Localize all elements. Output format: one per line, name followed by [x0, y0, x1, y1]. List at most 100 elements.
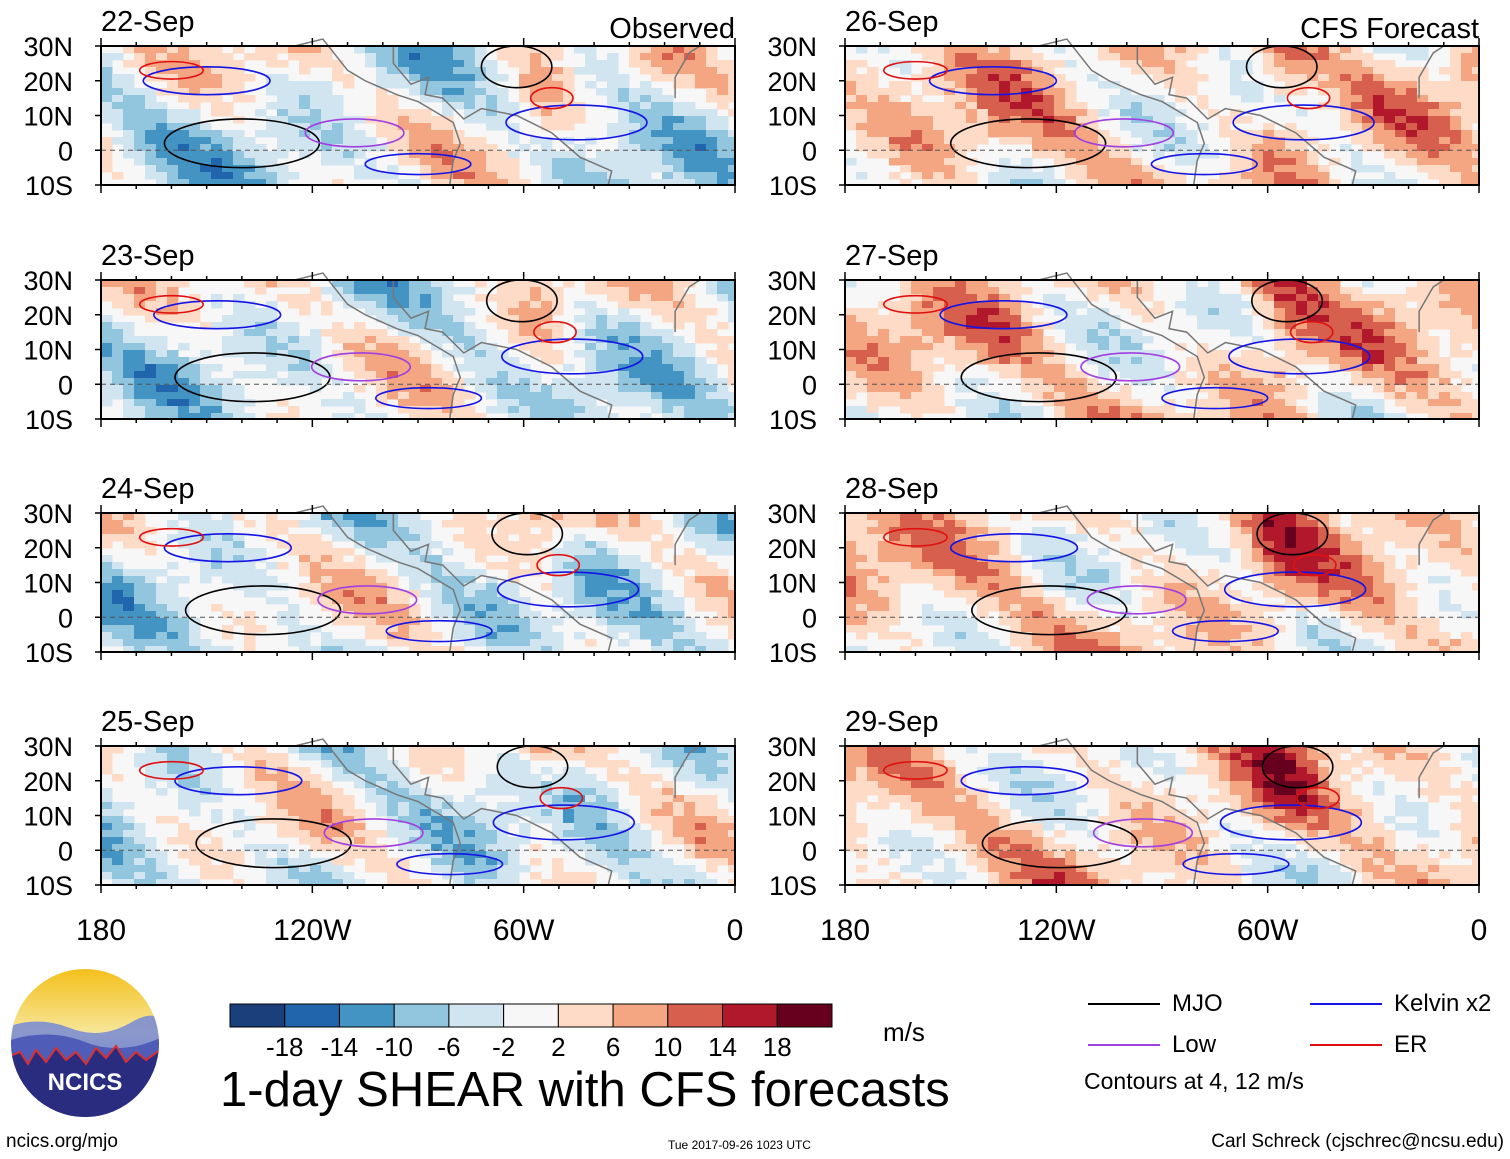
shear-cell [244, 611, 256, 619]
shear-cell [376, 343, 388, 351]
shear-cell [629, 343, 641, 351]
shear-cell [145, 364, 157, 372]
shear-cell [156, 294, 168, 302]
shear-cell [266, 809, 278, 817]
shear-cell [1406, 137, 1418, 145]
shear-cell [343, 597, 355, 605]
shear-cell [222, 576, 234, 584]
shear-cell [464, 541, 476, 549]
shear-cell [607, 130, 619, 138]
shear-cell [431, 123, 443, 131]
shear-cell [101, 527, 113, 535]
shear-cell [420, 399, 432, 407]
shear-cell [955, 308, 967, 316]
shear-cell [167, 406, 179, 414]
shear-cell [167, 534, 179, 542]
shear-cell [1109, 137, 1121, 145]
shear-cell [431, 308, 443, 316]
shear-cell [244, 781, 256, 789]
shear-cell [145, 46, 157, 54]
shear-cell [508, 123, 520, 131]
shear-cell [1274, 74, 1286, 82]
shear-cell [233, 618, 245, 626]
coastline [392, 280, 613, 420]
shear-cell [464, 406, 476, 414]
shear-cell [145, 879, 157, 885]
shear-cell [189, 123, 201, 131]
shear-cell [1230, 172, 1242, 180]
shear-cell [134, 872, 146, 880]
shear-cell [1021, 336, 1033, 344]
shear-cell [189, 399, 201, 407]
shear-cell [1340, 67, 1352, 75]
shear-cell [167, 399, 179, 407]
shear-cell [596, 179, 608, 185]
shear-cell [1285, 123, 1297, 131]
shear-cell [277, 74, 289, 82]
shear-cell [695, 364, 707, 372]
shear-cell [123, 872, 135, 880]
shear-cell [552, 116, 564, 124]
shear-cell [387, 781, 399, 789]
shear-cell [233, 88, 245, 96]
kelvin-contour [396, 852, 504, 876]
shear-cell [475, 625, 487, 633]
shear-cell [1307, 172, 1319, 180]
shear-cell [156, 158, 168, 166]
shear-cell [178, 604, 190, 612]
shear-cell [244, 569, 256, 577]
shear-cell [475, 569, 487, 577]
shear-cell [321, 116, 333, 124]
shear-cell [508, 329, 520, 337]
shear-cell [299, 858, 311, 866]
shear-cell [1329, 322, 1341, 330]
shear-cell [1461, 88, 1473, 96]
shear-cell [607, 746, 619, 754]
shear-cell [1362, 102, 1374, 110]
shear-cell [178, 179, 190, 185]
shear-cell [530, 788, 542, 796]
shear-cell [1285, 53, 1297, 61]
shear-cell [475, 413, 487, 419]
shear-cell [354, 364, 366, 372]
shear-cell [211, 809, 223, 817]
shear-cell [222, 851, 234, 859]
shear-cell [211, 562, 223, 570]
shear-cell [101, 816, 113, 824]
shear-cell [255, 753, 267, 761]
shear-cell [101, 67, 113, 75]
shear-cell [585, 830, 597, 838]
shear-cell [233, 301, 245, 309]
shear-cell [695, 74, 707, 82]
shear-cell [288, 625, 300, 633]
shear-cell [299, 879, 311, 885]
shear-cell [332, 67, 344, 75]
lat-tick-label: 0 [58, 370, 73, 400]
shear-cell [629, 392, 641, 400]
shear-cell [977, 329, 989, 337]
shear-cell [343, 548, 355, 556]
shear-cell [332, 534, 344, 542]
shear-cell [299, 632, 311, 640]
shear-cell [200, 53, 212, 61]
shear-cell [911, 172, 923, 180]
shear-cell [222, 81, 234, 89]
shear-cell [431, 597, 443, 605]
shear-cell [332, 555, 344, 563]
shear-cell [1032, 137, 1044, 145]
shear-cell [640, 179, 652, 185]
shear-cell [1208, 294, 1220, 302]
shear-cell [706, 746, 718, 754]
shear-cell [178, 46, 190, 54]
shear-cell [343, 520, 355, 528]
shear-cell [398, 767, 410, 775]
shear-cell [486, 583, 498, 591]
shear-cell [673, 611, 685, 619]
shear-cell [966, 46, 978, 54]
shear-cell [585, 343, 597, 351]
shear-cell [420, 137, 432, 145]
shear-cell [475, 95, 487, 103]
shear-cell [552, 74, 564, 82]
shear-cell [255, 590, 267, 598]
shear-cell [1307, 287, 1319, 295]
